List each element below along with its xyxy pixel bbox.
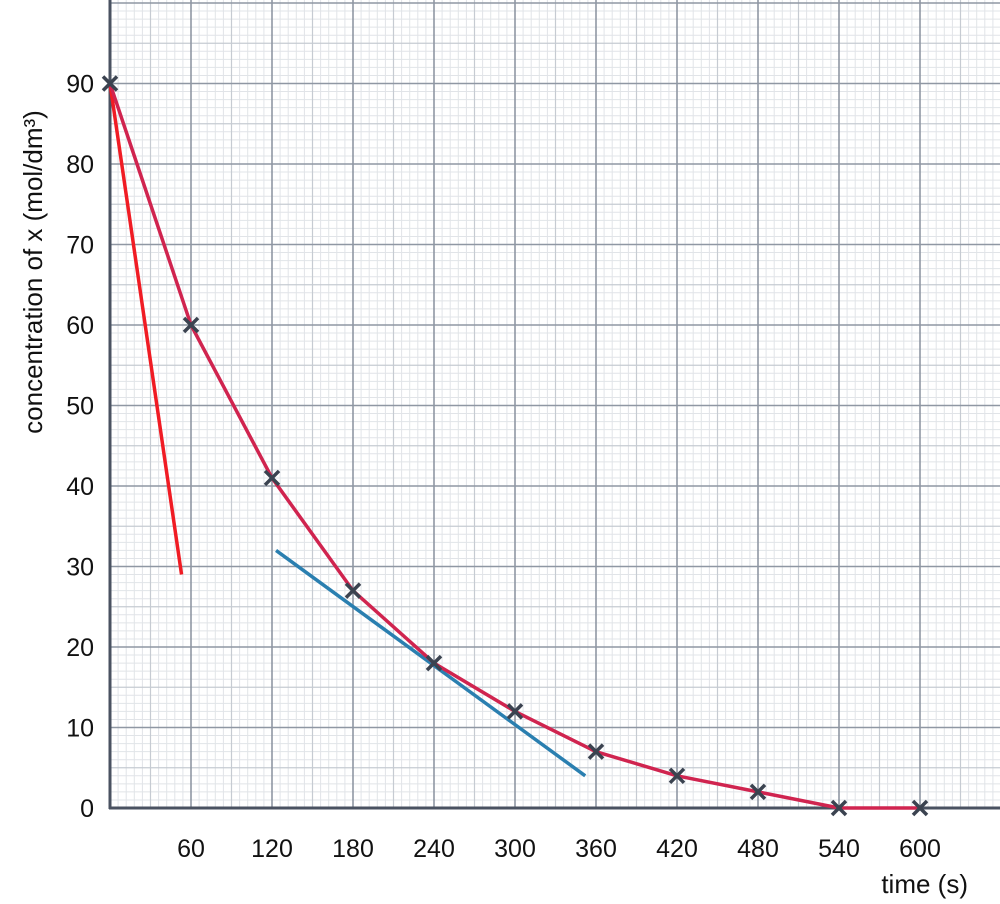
y-tick-label: 70 <box>66 232 94 260</box>
data-point-marker <box>425 654 443 672</box>
x-tick-label: 120 <box>251 835 293 863</box>
x-tick-label: 300 <box>494 835 536 863</box>
y-axis-title: concentration of x (mol/dm³) <box>18 110 48 434</box>
data-point-marker <box>506 703 524 720</box>
y-tick-label: 50 <box>66 393 94 421</box>
x-tick-label: 60 <box>177 835 205 863</box>
x-tick-label: 240 <box>413 835 455 863</box>
data-point-marker <box>668 767 686 785</box>
y-tick-label: 20 <box>66 634 94 662</box>
data-point-marker <box>911 799 929 817</box>
data-point-marker <box>101 75 119 92</box>
marker-stroke <box>911 799 929 817</box>
marker-stroke <box>668 767 686 785</box>
data-series <box>101 75 929 817</box>
y-tick-labels: 0 10 20 30 40 50 60 70 80 90 <box>66 71 94 824</box>
data-point-marker <box>263 469 281 487</box>
tangent-lines <box>108 83 587 778</box>
data-point-marker <box>587 743 605 760</box>
marker-stroke <box>830 799 848 817</box>
x-tick-label: 540 <box>818 835 860 863</box>
marker-stroke <box>425 654 443 672</box>
y-tick-label: 80 <box>66 151 94 179</box>
y-tick-label: 10 <box>66 715 94 743</box>
grid <box>110 0 1000 808</box>
y-tick-label: 90 <box>66 71 94 99</box>
x-tick-label: 420 <box>656 835 698 863</box>
marker-stroke <box>263 469 281 487</box>
x-tick-labels: 60 120 180 240 300 360 420 480 540 600 <box>177 835 941 863</box>
marker-stroke <box>587 743 605 760</box>
data-point-marker <box>344 582 362 599</box>
data-point-marker <box>182 316 200 334</box>
x-tick-label: 600 <box>899 835 941 863</box>
y-tick-label: 30 <box>66 554 94 582</box>
x-tick-label: 180 <box>332 835 374 863</box>
y-tick-label: 40 <box>66 473 94 501</box>
data-point-marker <box>830 799 848 817</box>
x-tick-label: 480 <box>737 835 779 863</box>
marker-stroke <box>101 75 119 92</box>
marker-stroke <box>506 703 524 720</box>
tangent-line-1 <box>108 83 184 575</box>
marker-stroke <box>182 316 200 334</box>
y-tick-label: 0 <box>80 795 94 823</box>
x-tick-label: 360 <box>575 835 617 863</box>
marker-stroke <box>749 783 767 801</box>
tangent-line-2 <box>275 548 587 778</box>
marker-stroke <box>344 582 362 599</box>
y-tick-label: 60 <box>66 312 94 340</box>
data-point-marker <box>749 783 767 801</box>
x-axis-title: time (s) <box>881 869 968 899</box>
